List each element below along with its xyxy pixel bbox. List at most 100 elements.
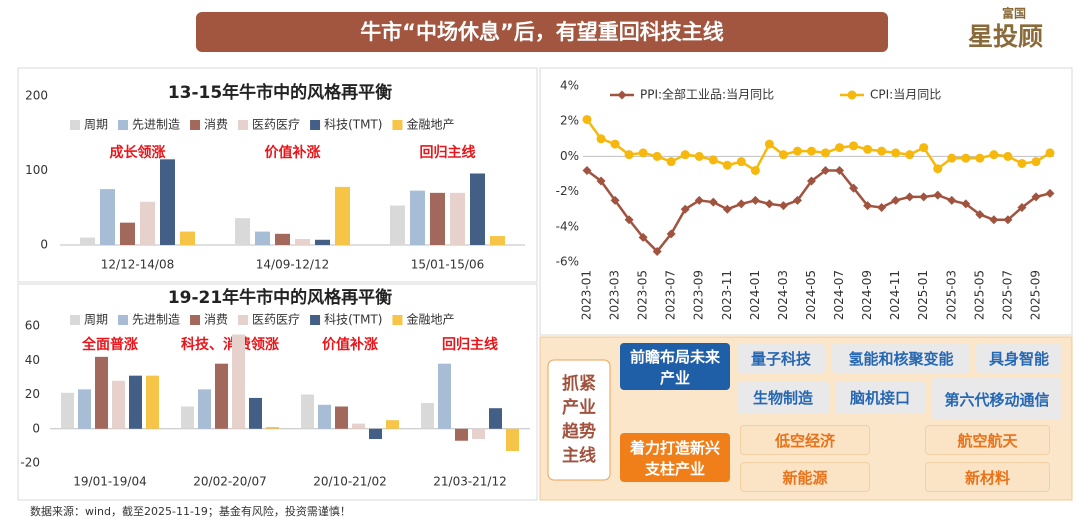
legend-label: CPI:当月同比 xyxy=(870,88,941,102)
legend-label: 科技(TMT) xyxy=(324,118,382,132)
marker xyxy=(638,232,648,242)
footer: 数据来源：wind，截至2025-11-19；基金有风险，投资需谨慎！ xyxy=(30,504,351,518)
marker xyxy=(708,197,718,207)
marker xyxy=(610,195,620,205)
legend-label: 金融地产 xyxy=(406,312,454,327)
marker xyxy=(933,190,943,200)
bar xyxy=(455,428,468,441)
y-tick-label: -6% xyxy=(556,255,579,269)
marker xyxy=(877,146,887,156)
bar xyxy=(232,334,245,429)
bar xyxy=(215,363,228,429)
legend-swatch xyxy=(118,315,129,325)
marker xyxy=(947,195,957,205)
marker xyxy=(617,90,627,100)
bar xyxy=(140,201,155,245)
marker xyxy=(847,90,857,100)
bar xyxy=(470,173,485,245)
bar xyxy=(352,423,365,429)
marker xyxy=(694,151,704,161)
future-item: 生物制造 xyxy=(737,381,829,414)
y-tick-label: -4% xyxy=(556,219,579,233)
bar xyxy=(80,237,95,245)
legend-swatch xyxy=(392,120,403,130)
bar xyxy=(160,159,175,245)
bar xyxy=(390,205,405,245)
marker xyxy=(792,195,802,205)
panel xyxy=(17,283,538,501)
marker xyxy=(736,199,746,209)
bar xyxy=(198,389,211,429)
marker xyxy=(750,195,760,205)
legend-swatch xyxy=(310,315,321,325)
x-tick-label: 2023-11 xyxy=(720,270,734,320)
x-tick-label: 2025-01 xyxy=(916,270,930,320)
bar xyxy=(266,427,279,429)
x-tick-label: 2025-09 xyxy=(1028,270,1042,320)
x-tick-label: 20/10-21/02 xyxy=(313,475,387,489)
annotation: 价值补涨 xyxy=(322,336,378,353)
future-item: 氢能和核聚变能 xyxy=(832,343,970,373)
x-tick-label: 2024-09 xyxy=(860,270,874,320)
chart-title: 13-15年牛市中的风格再平衡 xyxy=(168,82,392,103)
marker xyxy=(722,204,732,214)
legend-label: 消费 xyxy=(204,118,228,132)
marker xyxy=(694,195,704,205)
marker xyxy=(863,201,873,211)
marker xyxy=(596,176,606,186)
y-tick-label: 0% xyxy=(560,149,579,163)
y-tick-label: -2% xyxy=(556,184,579,198)
bar xyxy=(489,408,502,429)
marker xyxy=(835,143,845,153)
bar xyxy=(120,222,135,245)
annotation: 成长领涨 xyxy=(110,144,166,161)
marker xyxy=(905,150,915,160)
marker xyxy=(821,165,831,175)
bar xyxy=(301,394,314,429)
y-tick-label: 100 xyxy=(25,163,48,177)
bar xyxy=(490,236,505,245)
x-tick-label: 19/01-19/04 xyxy=(73,475,147,489)
bar xyxy=(112,380,125,429)
marker xyxy=(1017,202,1027,212)
marker xyxy=(582,114,592,124)
annotation: 全面普涨 xyxy=(81,336,138,353)
y-tick-label: 2% xyxy=(560,114,579,128)
legend-label: 先进制造 xyxy=(132,313,180,327)
panel xyxy=(17,67,538,283)
marker xyxy=(905,192,915,202)
pillar-item: 新能源 xyxy=(740,462,870,492)
x-tick-label: 2024-01 xyxy=(748,270,762,320)
bar xyxy=(255,231,270,245)
legend-label: 消费 xyxy=(204,313,228,327)
annotation: 回归主线 xyxy=(420,144,476,161)
marker xyxy=(961,199,971,209)
x-tick-label: 2023-07 xyxy=(664,270,678,320)
bar xyxy=(506,428,519,452)
bar xyxy=(235,218,250,245)
bar xyxy=(249,397,262,429)
future-item: 量子科技 xyxy=(737,343,825,373)
x-tick-label: 2024-07 xyxy=(832,270,846,320)
marker xyxy=(736,157,746,167)
panel xyxy=(539,67,1073,336)
bar xyxy=(335,186,350,245)
pillar-item: 航空航天 xyxy=(925,425,1050,455)
marker xyxy=(919,143,929,153)
legend-label: 科技(TMT) xyxy=(324,313,382,327)
future-label: 前瞻布局未来产业 xyxy=(620,343,730,390)
pillar-item: 低空经济 xyxy=(740,425,870,455)
y-tick-label: 4% xyxy=(560,79,579,93)
bar xyxy=(129,375,142,429)
bar xyxy=(275,233,290,245)
bar xyxy=(430,192,445,245)
x-tick-label: 2025-07 xyxy=(1000,270,1014,320)
marker xyxy=(919,192,929,202)
marker xyxy=(750,165,760,175)
marker xyxy=(821,148,831,158)
marker xyxy=(877,202,887,212)
marker xyxy=(778,150,788,160)
bar xyxy=(438,363,451,429)
header-banner xyxy=(196,12,888,52)
